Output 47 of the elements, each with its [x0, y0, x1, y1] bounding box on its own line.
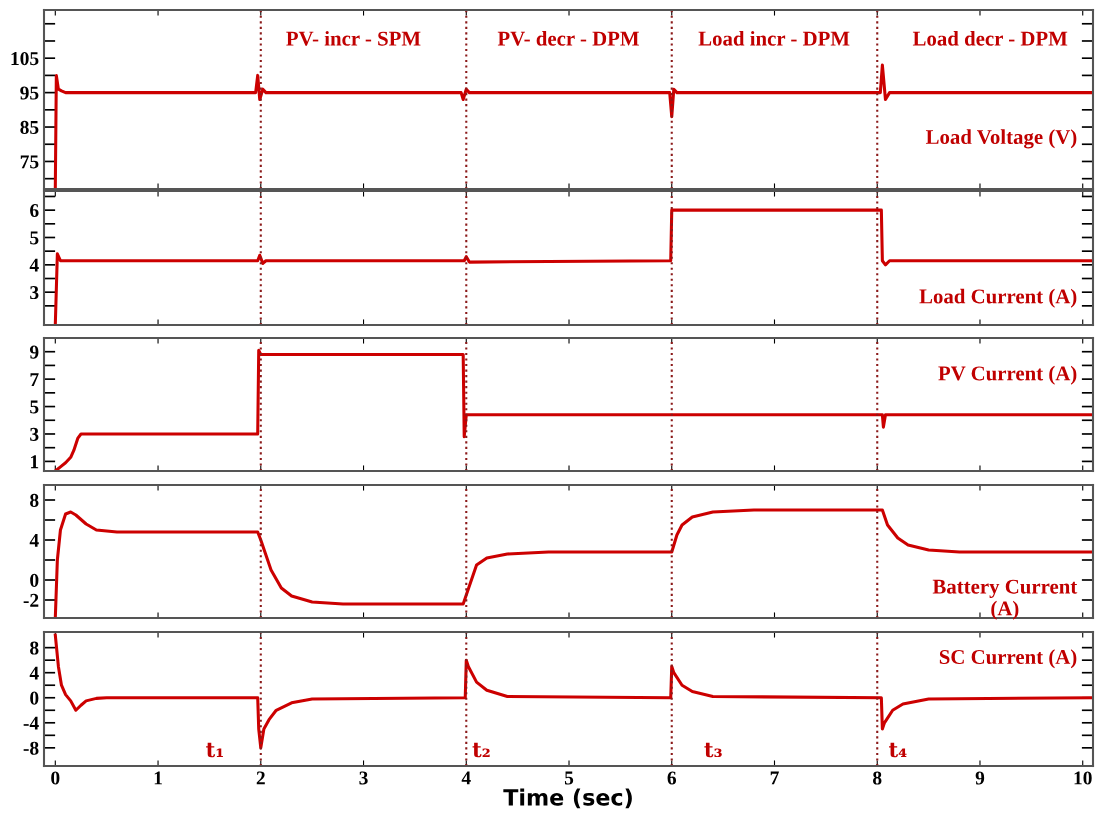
annotation: Load Current (A) [919, 288, 1077, 308]
x-tick-label: 10 [1074, 771, 1092, 785]
y-tick-label: 75 [20, 155, 39, 169]
annotation: Load decr - DPM [912, 30, 1068, 46]
annotation: SC Current (A) [939, 649, 1077, 669]
annotation: Load incr - DPM [698, 30, 850, 46]
y-tick-label: 3 [30, 286, 39, 300]
y-tick-label: 85 [20, 120, 39, 134]
y-tick-label: 3 [30, 427, 39, 441]
x-tick-label: 3 [359, 771, 368, 785]
y-tick-label: 5 [30, 231, 39, 245]
annotation: t₄ [889, 742, 907, 758]
x-tick-label: 9 [975, 771, 985, 785]
x-tick-label: 7 [770, 771, 779, 785]
annotation: Load Voltage (V) [925, 129, 1077, 149]
y-tick-label: 8 [30, 493, 39, 507]
y-tick-label: 0 [30, 573, 39, 587]
annotation: PV- decr - DPM [497, 30, 639, 46]
annotation: PV- incr - SPM [286, 30, 421, 46]
y-tick-label: 8 [30, 641, 39, 655]
x-tick-label: 8 [873, 771, 882, 785]
y-tick-label: 9 [29, 345, 39, 359]
x-tick-label: 1 [154, 771, 162, 785]
y-tick-label: 1 [30, 455, 39, 469]
x-tick-label: 2 [256, 771, 265, 785]
x-tick-label: 4 [461, 771, 471, 785]
y-tick-label: -8 [23, 741, 39, 755]
annotation: PV Current (A) [938, 365, 1077, 385]
y-tick-label: 4 [29, 533, 39, 547]
annotation: t₂ [472, 742, 490, 758]
annotation: Battery Current (A) [932, 579, 1078, 620]
y-tick-label: -2 [23, 593, 39, 607]
y-tick-label: 4 [29, 666, 39, 680]
x-tick-label: 6 [667, 771, 677, 785]
x-axis-title: Time (sec) [503, 788, 632, 809]
y-tick-label: 4 [29, 258, 39, 272]
x-tick-label: 5 [564, 771, 574, 785]
y-tick-label: 0 [30, 691, 39, 705]
annotation: t₃ [704, 742, 722, 758]
x-tick-label: 0 [51, 771, 60, 785]
y-tick-label: 5 [30, 400, 39, 414]
y-tick-label: -4 [23, 716, 39, 730]
y-tick-label: 105 [11, 52, 39, 66]
y-tick-label: 7 [30, 373, 39, 386]
y-tick-label: 6 [30, 204, 39, 218]
y-tick-label: 95 [20, 86, 39, 100]
annotation: t₁ [206, 742, 223, 758]
